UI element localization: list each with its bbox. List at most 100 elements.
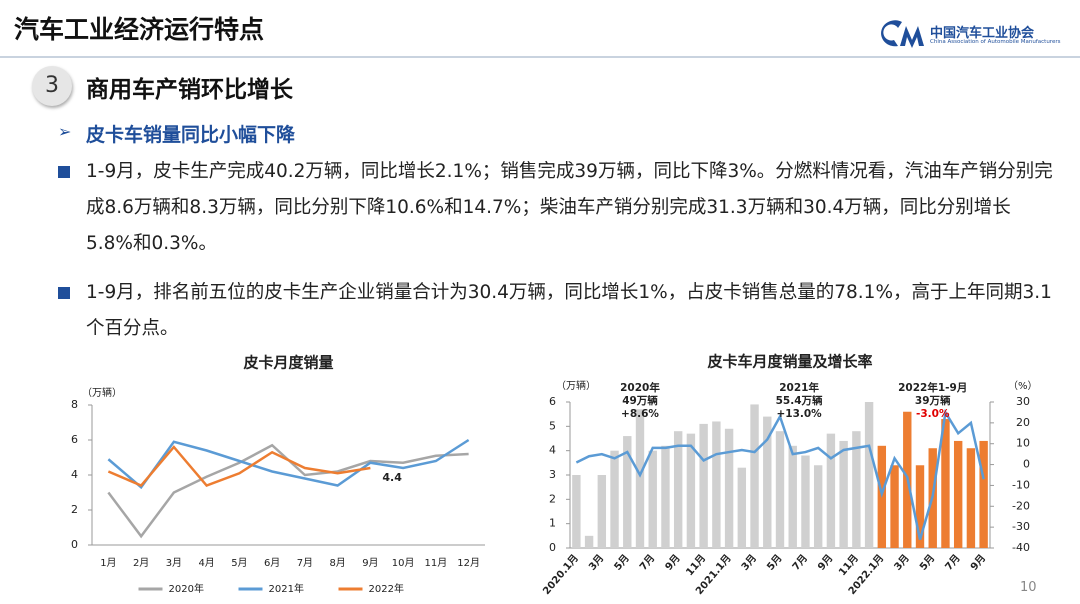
section-number: 3 — [32, 66, 72, 106]
annotation: 4.4 — [382, 471, 402, 484]
x-tick-label: 3月 — [739, 552, 759, 573]
y-tick-label: 3 — [549, 468, 556, 481]
legend-label: 2020年 — [169, 582, 204, 595]
y2-axis-label: （%） — [1008, 380, 1038, 392]
bar — [839, 440, 848, 548]
x-tick-label: 12月 — [457, 557, 480, 569]
logo-subtext: China Association of Automobile Manufact… — [930, 39, 1061, 45]
bar — [673, 431, 683, 548]
annotation: 39万辆 — [915, 394, 951, 407]
bar — [953, 440, 963, 548]
bar — [763, 416, 772, 548]
annotation: 49万辆 — [622, 394, 658, 407]
x-tick-label: 11月 — [425, 557, 448, 569]
bar — [775, 431, 785, 548]
paragraph: 1-9月，排名前五位的皮卡生产企业销量合计为30.4万辆，同比增长1%，占皮卡销… — [86, 282, 1052, 339]
paragraph: 1-9月，皮卡生产完成40.2万辆，同比增长2.1%；销售完成39万辆，同比下降… — [86, 161, 1053, 254]
series-line — [107, 438, 470, 490]
arrow-icon: ➢ — [58, 122, 72, 141]
logo-text: 中国汽车工业协会 — [930, 26, 1035, 41]
y2-tick-label: 10 — [1016, 437, 1030, 450]
section-title: 商用车产销环比增长 — [86, 77, 293, 103]
x-tick-label: 6月 — [264, 557, 280, 569]
bar — [788, 445, 797, 548]
y-tick-label: 8 — [71, 398, 78, 411]
x-tick-label: 5月 — [612, 552, 632, 573]
bar — [597, 475, 607, 548]
x-tick-label: 4月 — [198, 557, 214, 569]
y2-tick-label: 30 — [1016, 395, 1030, 408]
subtitle: 皮卡车销量同比小幅下降 — [86, 124, 296, 146]
bar — [801, 455, 810, 548]
x-tick-label: 11月 — [836, 552, 861, 578]
x-tick-label: 8月 — [329, 557, 345, 569]
bar — [623, 436, 632, 548]
bar — [572, 475, 581, 548]
bar — [826, 433, 836, 548]
x-tick-label: 11月 — [684, 552, 709, 578]
y-tick-label: 4 — [71, 468, 78, 481]
annotation: 2022年1-9月 — [898, 381, 967, 394]
x-tick-label: 7月 — [297, 557, 313, 569]
bar — [724, 428, 734, 548]
y2-tick-label: 20 — [1016, 416, 1030, 429]
y-tick-label: 2 — [71, 503, 78, 516]
x-tick-label: 9月 — [362, 557, 378, 569]
bar — [648, 450, 657, 548]
annotation: 55.4万辆 — [776, 394, 823, 407]
x-tick-label: 5月 — [764, 552, 784, 573]
chart-title: 皮卡月度销量 — [243, 354, 333, 372]
y2-tick-label: -40 — [1012, 541, 1030, 554]
y-axis-label: （万辆） — [82, 386, 122, 399]
x-tick-label: 5月 — [231, 557, 247, 569]
y-tick-label: 0 — [549, 541, 556, 554]
y-tick-label: 0 — [71, 538, 78, 551]
chart-title: 皮卡车月度销量及增长率 — [707, 353, 872, 371]
y-tick-label: 6 — [549, 395, 556, 408]
x-tick-label: 5月 — [917, 552, 937, 573]
series-line — [107, 445, 371, 488]
y2-tick-label: 0 — [1023, 458, 1030, 471]
annotation: 2021年 — [779, 381, 819, 394]
x-tick-label: 2020.1月 — [541, 552, 581, 597]
x-tick-label: 7月 — [943, 552, 963, 573]
bar — [966, 448, 976, 548]
header-rule — [0, 56, 1080, 58]
bullet-icon — [58, 287, 70, 299]
annotation: -3.0% — [916, 408, 950, 420]
bar — [890, 465, 899, 548]
y2-tick-label: -20 — [1012, 499, 1030, 512]
x-tick-label: 2月 — [133, 557, 149, 569]
x-tick-label: 1月 — [100, 557, 116, 569]
y2-tick-label: -30 — [1012, 520, 1030, 533]
x-tick-label: 3月 — [166, 557, 182, 569]
bar — [941, 419, 950, 548]
bar — [699, 423, 708, 548]
x-tick-label: 9月 — [968, 552, 988, 573]
x-tick-label: 3月 — [892, 552, 912, 573]
bar — [737, 467, 747, 548]
annotation: +13.0% — [776, 408, 822, 420]
y-tick-label: 5 — [549, 419, 556, 432]
bar — [915, 465, 925, 548]
bar — [661, 445, 670, 548]
bar — [712, 421, 721, 548]
x-tick-label: 7月 — [637, 552, 657, 573]
series-line — [575, 408, 985, 541]
y-tick-label: 2 — [549, 492, 556, 505]
y-tick-label: 4 — [549, 444, 556, 457]
bar — [979, 440, 988, 548]
annotation: +8.6% — [621, 408, 659, 420]
bar — [852, 431, 861, 548]
bar — [813, 465, 823, 548]
bar — [750, 404, 759, 548]
y-tick-label: 1 — [549, 517, 556, 530]
logo-icon — [881, 20, 924, 48]
bullet-icon — [58, 166, 70, 178]
annotation: 2020年 — [620, 381, 660, 394]
bar — [686, 433, 696, 548]
legend-label: 2021年 — [269, 582, 304, 595]
page-number: 10 — [1020, 580, 1037, 595]
